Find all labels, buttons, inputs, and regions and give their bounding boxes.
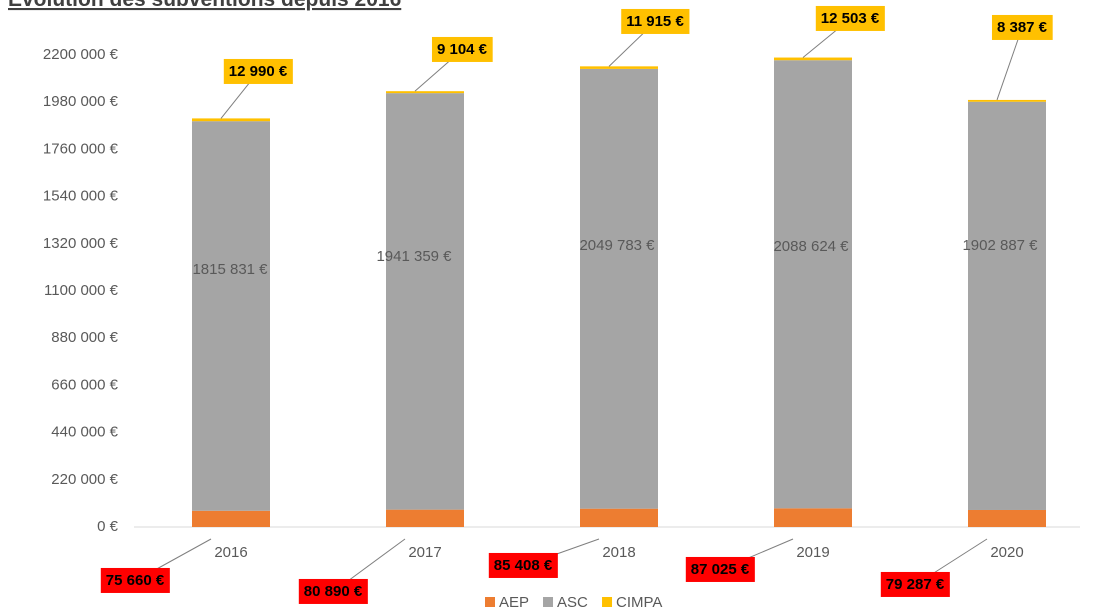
bar-segment [192,510,270,527]
asc-label: 1941 359 € [376,248,452,265]
leader-line [996,27,1023,101]
cimpa-label: 12 990 € [220,58,293,119]
bar-segment [580,68,658,509]
bar-segment [774,60,852,509]
legend-label: ASC [557,594,588,611]
cimpa-label-text: 9 104 € [437,41,488,58]
cimpa-label-text: 12 990 € [229,63,288,80]
chart-title: Évolution des subventions depuis 2016 [8,0,401,11]
aep-label: 80 890 € [298,538,406,604]
x-tick-label: 2017 [408,544,441,561]
label-box [223,58,293,84]
bar-segment [580,66,658,69]
cimpa-label-text: 11 915 € [626,13,684,30]
x-tick-label: 2016 [214,544,247,561]
aep-label-text: 79 287 € [886,576,945,593]
x-tick-label: 2020 [990,544,1023,561]
asc-label: 1902 887 € [962,237,1038,254]
asc-label: 2088 624 € [773,238,849,255]
label-box [298,578,368,604]
label-box [880,571,950,597]
cimpa-label-text: 8 387 € [997,19,1048,36]
bar-segment [968,99,1046,102]
legend-swatch [602,597,613,607]
y-tick-label: 880 000 € [51,329,118,346]
legend-swatch [543,597,554,607]
label-box [815,5,885,31]
bar-segment [774,508,852,527]
bar-segment [192,121,270,511]
bar-segment [968,101,1046,510]
cimpa-label: 11 915 € [608,8,690,67]
label-box [621,8,690,34]
legend-swatch [485,597,495,607]
cimpa-label: 12 503 € [802,5,885,58]
label-box [685,556,755,582]
asc-label: 2049 783 € [579,237,655,254]
bar-segment [386,509,464,527]
label-box [431,36,493,62]
y-tick-label: 660 000 € [51,376,118,393]
label-box [488,552,558,578]
y-tick-label: 440 000 € [51,424,118,441]
label-box [100,567,170,593]
aep-label-text: 75 660 € [106,572,165,589]
y-tick-label: 1540 000 € [43,188,119,205]
y-tick-label: 220 000 € [51,471,118,488]
aep-label-text: 85 408 € [494,557,553,574]
aep-label: 87 025 € [685,538,794,582]
x-tick-label: 2019 [796,544,829,561]
aep-label: 85 408 € [488,538,600,578]
bar-segment [192,118,270,122]
y-tick-label: 1100 000 € [44,282,119,299]
bar-segment [774,57,852,61]
cimpa-label: 8 387 € [991,14,1053,101]
legend-label: CIMPA [616,594,662,611]
bar-segment [580,508,658,527]
bar-segment [386,93,464,510]
y-tick-label: 1320 000 € [43,235,119,252]
aep-label: 79 287 € [880,538,988,597]
aep-label: 75 660 € [100,538,212,593]
bar-segment [386,91,464,94]
label-box [991,14,1053,40]
x-tick-label: 2018 [602,544,635,561]
aep-label-text: 87 025 € [691,561,750,578]
cimpa-label-text: 12 503 € [821,10,880,27]
asc-label: 1815 831 € [192,261,268,278]
aep-label-text: 80 890 € [304,583,363,600]
cimpa-label: 9 104 € [414,36,493,92]
y-tick-label: 0 € [97,518,119,535]
legend-label: AEP [499,594,529,611]
y-tick-label: 2200 000 € [43,46,119,63]
bar-segment [968,509,1046,527]
y-tick-label: 1760 000 € [43,140,119,157]
y-tick-label: 1980 000 € [43,93,119,110]
